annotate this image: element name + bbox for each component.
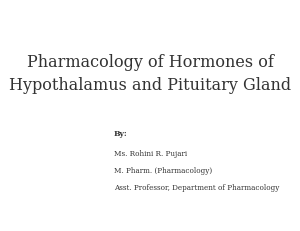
Text: Ms. Rohini R. Pujari: Ms. Rohini R. Pujari	[114, 150, 187, 158]
Text: M. Pharm. (Pharmacology): M. Pharm. (Pharmacology)	[114, 167, 212, 175]
Text: Pharmacology of Hormones of
Hypothalamus and Pituitary Gland: Pharmacology of Hormones of Hypothalamus…	[9, 54, 291, 94]
Text: By:: By:	[114, 130, 128, 138]
Text: Asst. Professor, Department of Pharmacology: Asst. Professor, Department of Pharmacol…	[114, 184, 279, 192]
